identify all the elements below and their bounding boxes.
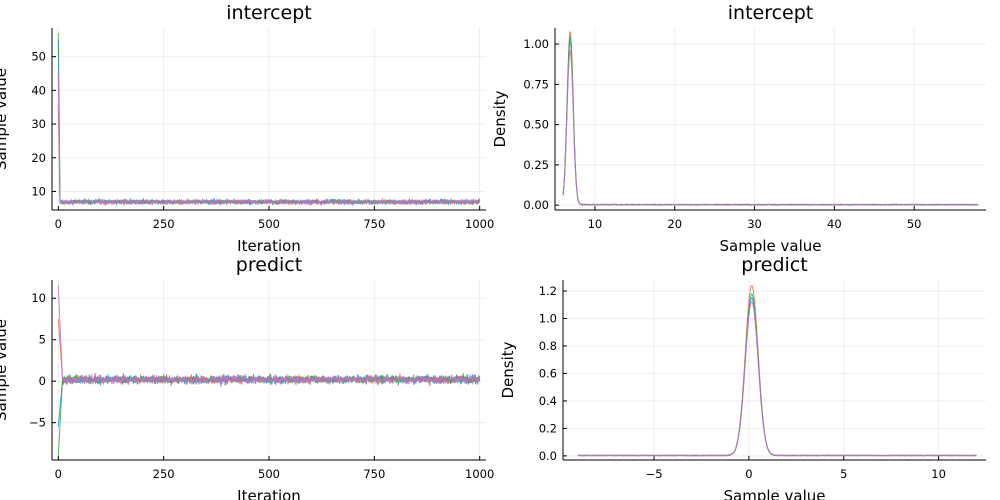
y-tick-label: 0 — [39, 374, 46, 388]
series-line-2 — [562, 30, 979, 207]
x-axis-label: Iteration — [237, 487, 301, 500]
x-tick-label: 10 — [588, 217, 603, 231]
panel-title: intercept — [226, 2, 312, 24]
x-tick-label: 250 — [153, 217, 175, 231]
x-tick-label: 500 — [258, 217, 280, 231]
y-tick-label: 0.25 — [523, 158, 549, 172]
y-tick-label: 20 — [31, 151, 46, 165]
y-axis-label: Sample value — [0, 319, 10, 421]
x-tick-label: 0 — [55, 467, 62, 481]
x-tick-label: 40 — [827, 217, 842, 231]
y-tick-label: 0.4 — [539, 394, 557, 408]
x-tick-label: 0 — [745, 467, 752, 481]
x-tick-label: 750 — [363, 467, 385, 481]
panel-title: predict — [741, 254, 807, 276]
x-axis-label: Sample value — [724, 487, 826, 500]
x-tick-label: 5 — [840, 467, 847, 481]
y-tick-label: 1.2 — [539, 284, 557, 298]
y-tick-label: 0.2 — [539, 421, 557, 435]
y-tick-label: 0.00 — [523, 198, 549, 212]
y-tick-label: −5 — [29, 416, 46, 430]
x-tick-label: 50 — [907, 217, 922, 231]
x-tick-label: 30 — [747, 217, 762, 231]
y-tick-label: 0.6 — [539, 366, 557, 380]
y-axis-label: Sample value — [0, 68, 10, 170]
x-tick-label: −5 — [646, 467, 663, 481]
series-line-2 — [577, 285, 977, 457]
x-axis-label: Sample value — [720, 237, 822, 255]
y-tick-label: 30 — [31, 117, 46, 131]
x-tick-label: 0 — [55, 217, 62, 231]
y-tick-label: 1.00 — [523, 37, 549, 51]
y-tick-label: 0.0 — [539, 449, 557, 463]
y-tick-label: 0.8 — [539, 339, 557, 353]
x-tick-label: 1000 — [465, 467, 494, 481]
series-line-4 — [562, 49, 979, 206]
x-tick-label: 20 — [667, 217, 682, 231]
panel-title: intercept — [728, 2, 814, 24]
y-tick-label: 10 — [31, 291, 46, 305]
series-line-1 — [578, 297, 977, 457]
y-axis-label: Density — [499, 341, 517, 398]
series-line-3 — [562, 35, 979, 207]
panel-title: predict — [236, 254, 302, 276]
x-tick-label: 10 — [931, 467, 946, 481]
y-tick-label: 40 — [31, 83, 46, 97]
y-tick-label: 1.0 — [539, 311, 557, 325]
series-line-4 — [57, 73, 480, 207]
y-tick-label: 50 — [31, 50, 46, 64]
x-tick-label: 250 — [153, 467, 175, 481]
y-axis-label: Density — [491, 90, 509, 147]
y-tick-label: 10 — [31, 184, 46, 198]
x-tick-label: 750 — [363, 217, 385, 231]
x-tick-label: 500 — [258, 467, 280, 481]
y-tick-label: 0.50 — [523, 118, 549, 132]
series-line-4 — [578, 301, 977, 457]
x-tick-label: 1000 — [465, 217, 494, 231]
series-line-1 — [562, 40, 979, 207]
y-tick-label: 0.75 — [523, 77, 549, 91]
series-line-4 — [57, 285, 481, 387]
y-tick-label: 5 — [39, 333, 46, 347]
x-axis-label: Iteration — [237, 237, 301, 255]
